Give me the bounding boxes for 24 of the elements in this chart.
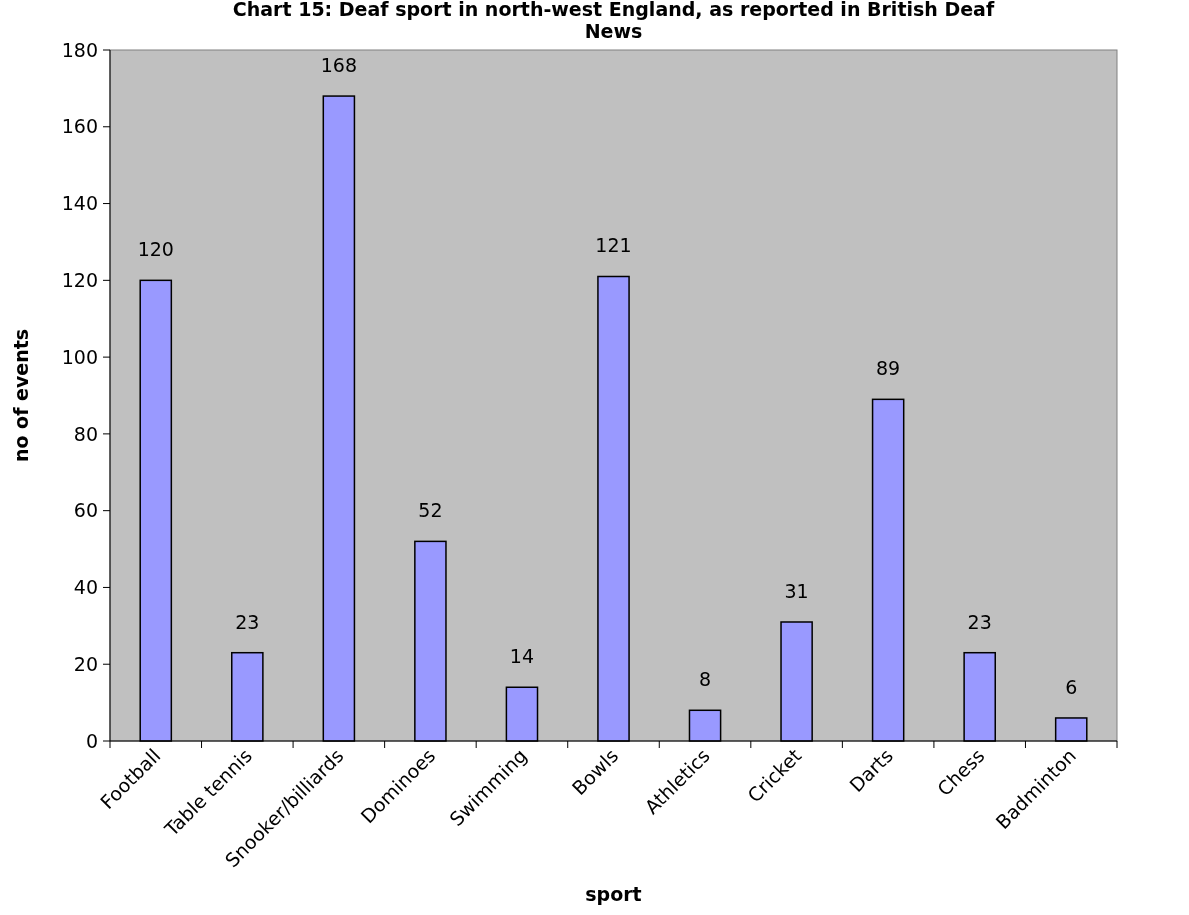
y-tick-label: 0 (85, 729, 98, 752)
data-label: 121 (595, 234, 632, 257)
y-tick-label: 20 (73, 652, 98, 675)
data-label: 52 (418, 499, 443, 522)
data-label: 6 (1065, 675, 1078, 698)
data-label: 120 (137, 238, 174, 261)
data-label: 23 (235, 610, 260, 633)
y-tick-label: 120 (61, 268, 98, 291)
x-axis-title: sport (585, 883, 642, 905)
data-label: 23 (967, 610, 992, 633)
chart-title: Chart 15: Deaf sport in north-west England, as reported in British Deaf News (232, 0, 995, 42)
y-tick-label: 60 (73, 499, 98, 522)
data-label: 168 (320, 54, 357, 77)
data-label: 8 (699, 668, 712, 691)
y-tick-label: 180 (61, 38, 98, 61)
y-tick-label: 140 (61, 192, 98, 215)
y-tick-label: 80 (73, 422, 98, 445)
data-label: 14 (509, 645, 535, 668)
y-tick-label: 160 (61, 115, 98, 138)
y-axis-title: no of events (10, 328, 32, 463)
y-tick-label: 100 (61, 345, 98, 368)
data-label: 31 (784, 579, 809, 602)
data-label: 89 (876, 357, 901, 380)
y-tick-label: 40 (73, 576, 98, 599)
